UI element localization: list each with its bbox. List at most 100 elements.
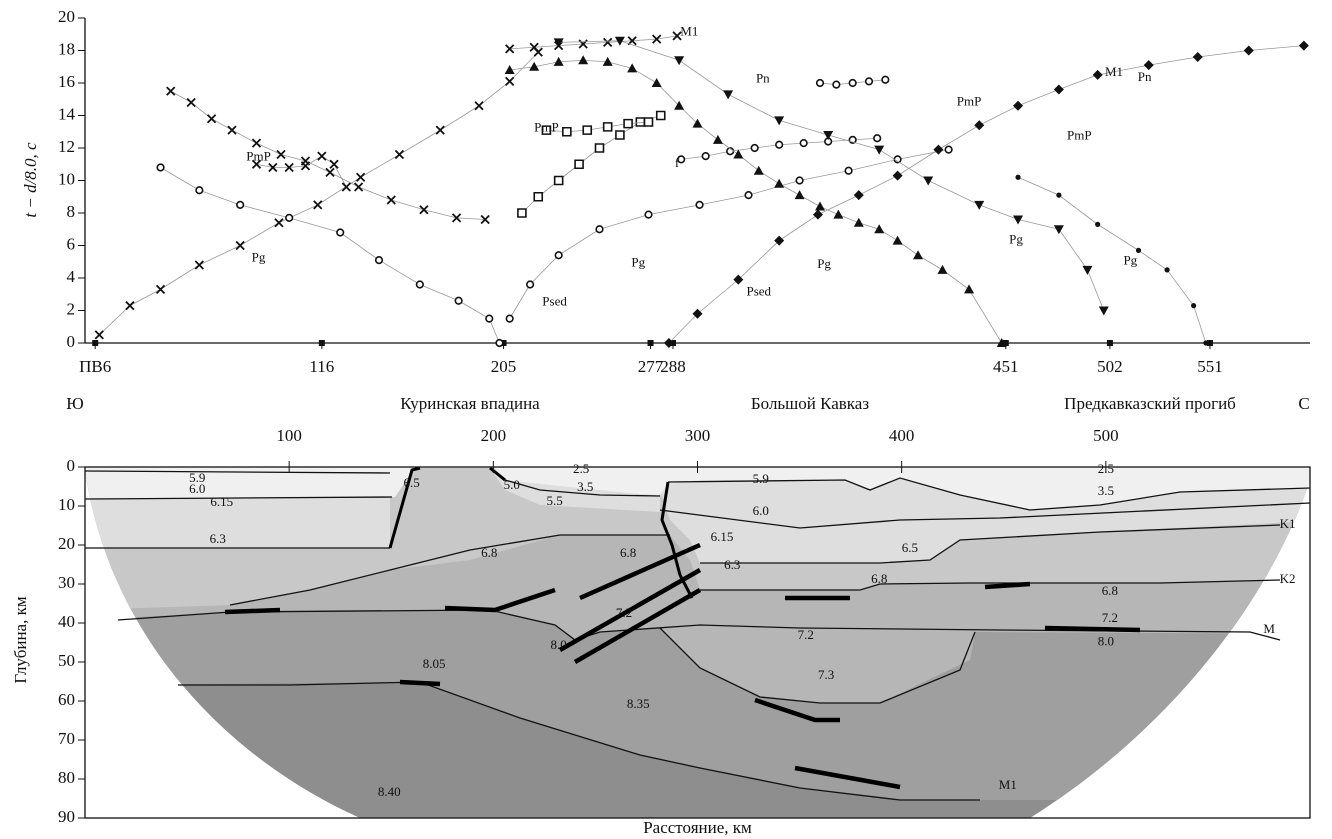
reflector xyxy=(400,682,440,684)
point xyxy=(1054,225,1064,234)
point xyxy=(1095,222,1100,227)
point xyxy=(964,284,974,293)
x-tick-label: 500 xyxy=(1093,426,1119,445)
point xyxy=(337,229,344,236)
phase-label: f xyxy=(675,155,680,170)
velocity-label: 7.3 xyxy=(818,667,834,682)
velocity-label: 8.05 xyxy=(423,656,446,671)
point xyxy=(674,56,684,65)
x-tick-label: ПВ6 xyxy=(79,357,111,376)
point xyxy=(486,315,493,322)
travel-time-line xyxy=(559,41,1104,311)
point xyxy=(196,187,203,194)
y-tick-label: 2 xyxy=(67,299,76,318)
point xyxy=(776,141,783,148)
point xyxy=(723,90,733,99)
point xyxy=(813,210,823,220)
point xyxy=(854,218,864,227)
point xyxy=(157,164,164,171)
y-tick-label: 0 xyxy=(67,332,76,351)
point xyxy=(866,78,873,85)
point xyxy=(616,131,624,139)
point xyxy=(596,144,604,152)
shot-point xyxy=(648,340,654,346)
velocity-label: 6.0 xyxy=(753,503,769,518)
y-tick-label: 30 xyxy=(58,573,75,592)
point xyxy=(882,76,889,83)
shot-point xyxy=(1107,340,1113,346)
y-tick-label: 8 xyxy=(67,202,76,221)
velocity-label: 8.35 xyxy=(627,696,650,711)
x-tick-label: 200 xyxy=(481,426,507,445)
travel-time-line xyxy=(99,52,538,335)
x-axis-title: Расстояние, км xyxy=(643,818,752,837)
velocity-label: 5.9 xyxy=(753,471,769,486)
point xyxy=(496,340,503,347)
velocity-label: 6.8 xyxy=(620,545,636,560)
point xyxy=(342,183,350,191)
y-axis-title: Глубина, км xyxy=(11,596,30,683)
point xyxy=(286,215,293,222)
region-label: Куринская впадина xyxy=(400,394,540,413)
region-label: Предкавказский прогиб xyxy=(1064,394,1236,413)
point xyxy=(417,281,424,288)
phase-label: Pn xyxy=(756,71,770,86)
velocity-label: 6.5 xyxy=(404,475,420,490)
point xyxy=(277,151,285,159)
point xyxy=(455,297,462,304)
point xyxy=(555,252,562,259)
reflector xyxy=(225,610,280,612)
y-tick-label: 14 xyxy=(58,104,76,123)
point xyxy=(1164,267,1169,272)
phase-label: Pg xyxy=(1009,232,1023,247)
point xyxy=(95,331,103,339)
velocity-label: 7.2 xyxy=(798,627,814,642)
y-tick-label: 0 xyxy=(67,456,76,475)
x-tick-label: 205 xyxy=(491,357,517,376)
point xyxy=(974,120,984,130)
velocity-label: 2.5 xyxy=(1098,461,1114,476)
point xyxy=(275,219,283,227)
velocity-label: M1 xyxy=(999,777,1017,792)
phase-label: PmP xyxy=(534,119,559,134)
y-tick-label: 20 xyxy=(58,534,75,553)
point xyxy=(563,128,571,136)
phase-label: Pg xyxy=(1123,253,1137,268)
y-tick-label: 4 xyxy=(67,267,76,286)
point xyxy=(236,242,244,250)
velocity-label: K2 xyxy=(1280,571,1296,586)
x-tick-label: 400 xyxy=(889,426,915,445)
point xyxy=(1013,101,1023,111)
point xyxy=(774,179,784,188)
point xyxy=(795,190,805,199)
travel-time-line xyxy=(161,168,500,344)
point xyxy=(596,226,603,233)
y-tick-label: 20 xyxy=(58,7,75,26)
point xyxy=(624,120,632,128)
y-tick-label: 70 xyxy=(58,729,75,748)
point xyxy=(1193,52,1203,62)
velocity-label: K1 xyxy=(1280,516,1296,531)
travel-time-line xyxy=(171,91,485,219)
point xyxy=(974,201,984,210)
y-tick-label: 16 xyxy=(58,72,75,91)
point xyxy=(1056,193,1061,198)
point xyxy=(420,206,428,214)
x-tick-label: 451 xyxy=(993,357,1019,376)
velocity-label: 8.40 xyxy=(378,784,401,799)
velocity-label: 6.0 xyxy=(189,481,205,496)
y-tick-label: 90 xyxy=(58,807,75,826)
point xyxy=(187,99,195,107)
point xyxy=(330,160,338,168)
phase-label: M1 xyxy=(1105,64,1123,79)
x-tick-label: 288 xyxy=(660,357,686,376)
point xyxy=(933,145,943,155)
point xyxy=(833,210,843,219)
velocity-label: 6.3 xyxy=(724,557,740,572)
point xyxy=(874,146,884,155)
y-tick-label: 80 xyxy=(58,768,75,787)
velocity-label: M xyxy=(1263,621,1275,636)
velocity-label: 5.5 xyxy=(546,493,562,508)
point xyxy=(126,302,134,310)
direction-label: С xyxy=(1298,394,1309,413)
